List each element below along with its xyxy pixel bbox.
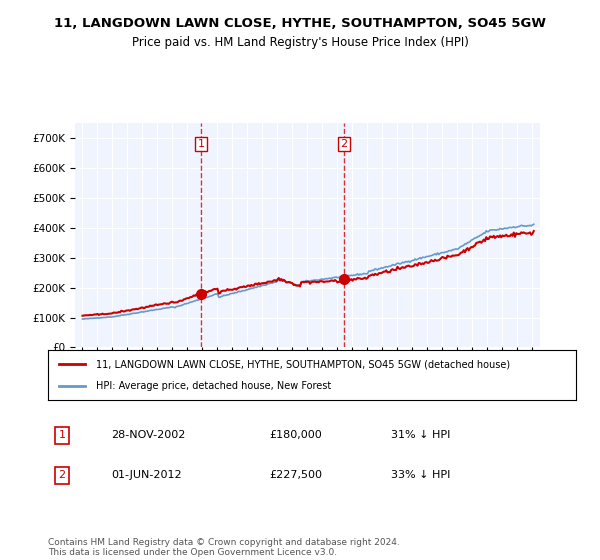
Text: 1: 1	[59, 431, 65, 441]
Text: £227,500: £227,500	[270, 470, 323, 480]
Text: 01-JUN-2012: 01-JUN-2012	[112, 470, 182, 480]
Text: Price paid vs. HM Land Registry's House Price Index (HPI): Price paid vs. HM Land Registry's House …	[131, 36, 469, 49]
Text: Contains HM Land Registry data © Crown copyright and database right 2024.
This d: Contains HM Land Registry data © Crown c…	[48, 538, 400, 557]
Text: 2: 2	[340, 139, 347, 149]
Text: 2: 2	[59, 470, 65, 480]
Text: 33% ↓ HPI: 33% ↓ HPI	[391, 470, 451, 480]
Text: HPI: Average price, detached house, New Forest: HPI: Average price, detached house, New …	[95, 381, 331, 391]
Text: 28-NOV-2002: 28-NOV-2002	[112, 431, 186, 441]
Text: 11, LANGDOWN LAWN CLOSE, HYTHE, SOUTHAMPTON, SO45 5GW (detached house): 11, LANGDOWN LAWN CLOSE, HYTHE, SOUTHAMP…	[95, 359, 509, 369]
Text: 1: 1	[197, 139, 205, 149]
Text: 11, LANGDOWN LAWN CLOSE, HYTHE, SOUTHAMPTON, SO45 5GW: 11, LANGDOWN LAWN CLOSE, HYTHE, SOUTHAMP…	[54, 17, 546, 30]
Text: 31% ↓ HPI: 31% ↓ HPI	[391, 431, 451, 441]
Text: £180,000: £180,000	[270, 431, 323, 441]
